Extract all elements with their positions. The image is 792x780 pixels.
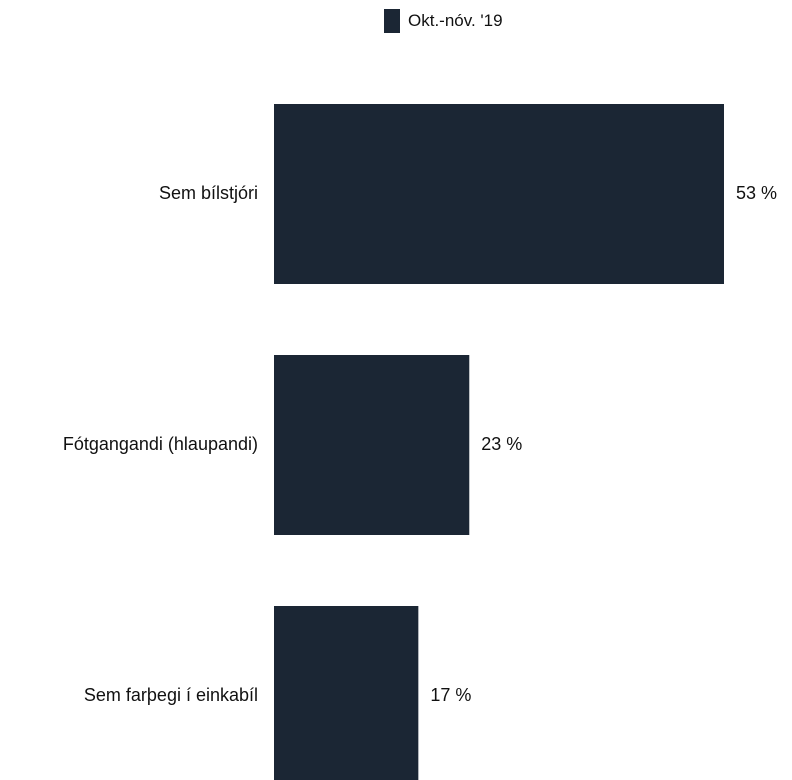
category-label-2: Sem farþegi í einkabíl [84,685,258,705]
legend: Okt.-nóv. '19 [384,8,503,34]
value-label-2: 17 % [430,685,471,705]
bar-2 [274,606,419,780]
value-label-0: 53 % [736,183,777,203]
bar-1 [274,355,470,535]
category-label-0: Sem bílstjóri [159,183,258,203]
legend-label: Okt.-nóv. '19 [408,11,503,30]
value-label-1: 23 % [481,434,522,454]
category-label-1: Fótgangandi (hlaupandi) [63,434,258,454]
legend-swatch [384,9,400,33]
bar-0 [274,104,724,284]
